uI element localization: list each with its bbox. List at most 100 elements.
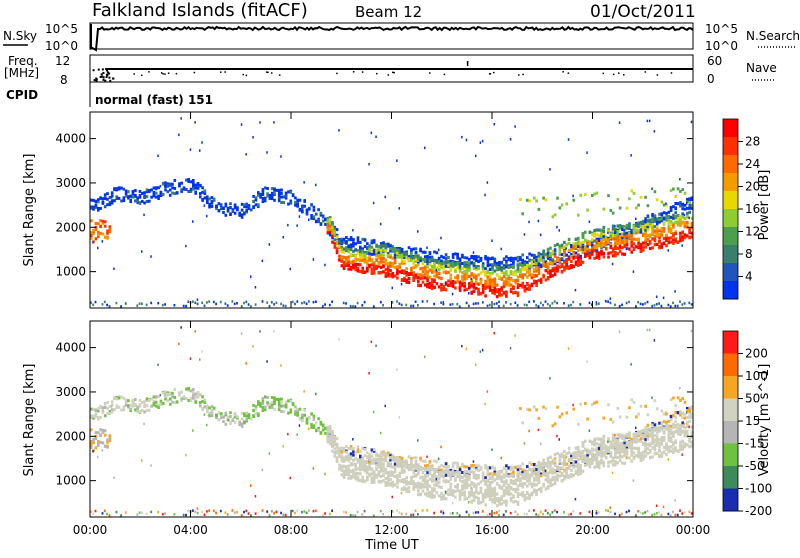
range-gate-cell [487,390,489,393]
range-gate-cell [600,245,603,248]
range-gate-cell [438,473,441,476]
range-gate-cell [684,192,687,195]
range-gate-cell [477,502,480,505]
range-gate-cell [429,276,432,279]
range-gate-cell [533,268,536,271]
range-gate-cell [433,512,435,515]
range-gate-cell [382,304,384,307]
range-gate-cell [329,437,332,440]
range-gate-cell [324,512,326,515]
range-gate-cell [684,236,687,239]
range-gate-cell [440,262,443,265]
range-gate-cell [238,213,241,216]
range-gate-cell [501,286,504,289]
range-gate-cell [194,401,197,404]
range-gate-cell [438,485,441,488]
range-gate-cell [271,406,274,409]
range-gate-cell [185,305,187,308]
range-gate-cell [554,464,557,467]
nave-dot [618,72,620,74]
range-gate-cell [426,464,429,467]
range-gate-cell [651,223,654,226]
range-gate-cell [141,250,143,253]
range-gate-cell [371,250,374,253]
range-gate-cell [463,497,466,500]
range-gate-cell [294,512,296,515]
range-gate-cell [438,481,441,484]
range-gate-cell [633,228,636,231]
range-gate-cell [396,276,399,279]
range-gate-cell [617,238,620,241]
range-gate-cell [598,302,600,305]
range-gate-cell [95,510,97,513]
range-gate-cell [380,301,382,304]
range-gate-cell [568,451,571,454]
range-gate-cell [549,305,551,308]
range-gate-cell [501,495,504,498]
range-gate-cell [148,190,151,193]
range-gate-cell [684,233,687,236]
range-gate-cell [371,246,374,249]
range-gate-cell [426,285,429,288]
range-gate-cell [368,264,371,267]
range-gate-cell [373,305,375,308]
range-gate-cell [262,193,265,196]
range-gate-cell [308,300,310,303]
range-gate-cell [171,392,174,395]
colorbar-swatch [723,245,738,264]
range-gate-cell [204,398,207,401]
range-gate-cell [565,247,567,250]
range-gate-cell [92,438,95,441]
range-gate-cell [422,258,425,261]
range-gate-cell [211,200,214,203]
range-gate-cell [368,372,370,375]
range-gate-cell [262,397,265,400]
range-gate-cell [255,495,257,498]
range-gate-cell [113,199,116,202]
range-gate-cell [540,302,542,305]
frequency-dot [101,76,103,78]
range-gate-cell [345,456,348,459]
range-gate-cell [382,264,385,267]
range-gate-cell [579,248,582,251]
range-gate-cell [157,395,160,398]
range-gate-cell [259,330,261,333]
range-gate-cell [408,467,411,470]
range-gate-cell [426,279,429,282]
range-gate-cell [354,263,357,266]
range-gate-cell [422,251,425,254]
range-gate-cell [169,403,172,406]
range-gate-cell [199,358,201,361]
range-gate-cell [596,228,599,231]
range-gate-cell [403,469,406,472]
range-gate-cell [234,303,236,306]
range-gate-cell [280,201,283,204]
range-gate-cell [245,206,248,209]
range-gate-cell [375,136,377,139]
range-gate-cell [204,196,207,199]
range-gate-cell [136,410,139,413]
range-gate-cell [299,215,301,218]
range-gate-cell [535,476,538,479]
range-gate-cell [644,302,646,305]
range-gate-cell [99,441,102,444]
range-gate-cell [514,279,517,282]
range-gate-cell [519,263,522,266]
nave-dot [279,74,281,76]
range-gate-cell [568,466,571,469]
range-gate-cell [584,239,587,242]
range-gate-cell [111,196,113,199]
range-gate-cell [688,217,690,220]
range-gate-cell [484,489,487,492]
range-gate-cell [540,474,543,477]
range-gate-cell [347,256,350,259]
range-gate-cell [621,304,623,307]
range-gate-cell [389,478,392,481]
range-gate-cell [644,232,647,235]
range-gate-cell [160,400,163,403]
range-gate-cell [422,281,425,284]
range-gate-cell [250,208,253,211]
range-gate-cell [241,123,243,126]
range-gate-cell [403,462,406,465]
range-gate-cell [668,241,671,244]
